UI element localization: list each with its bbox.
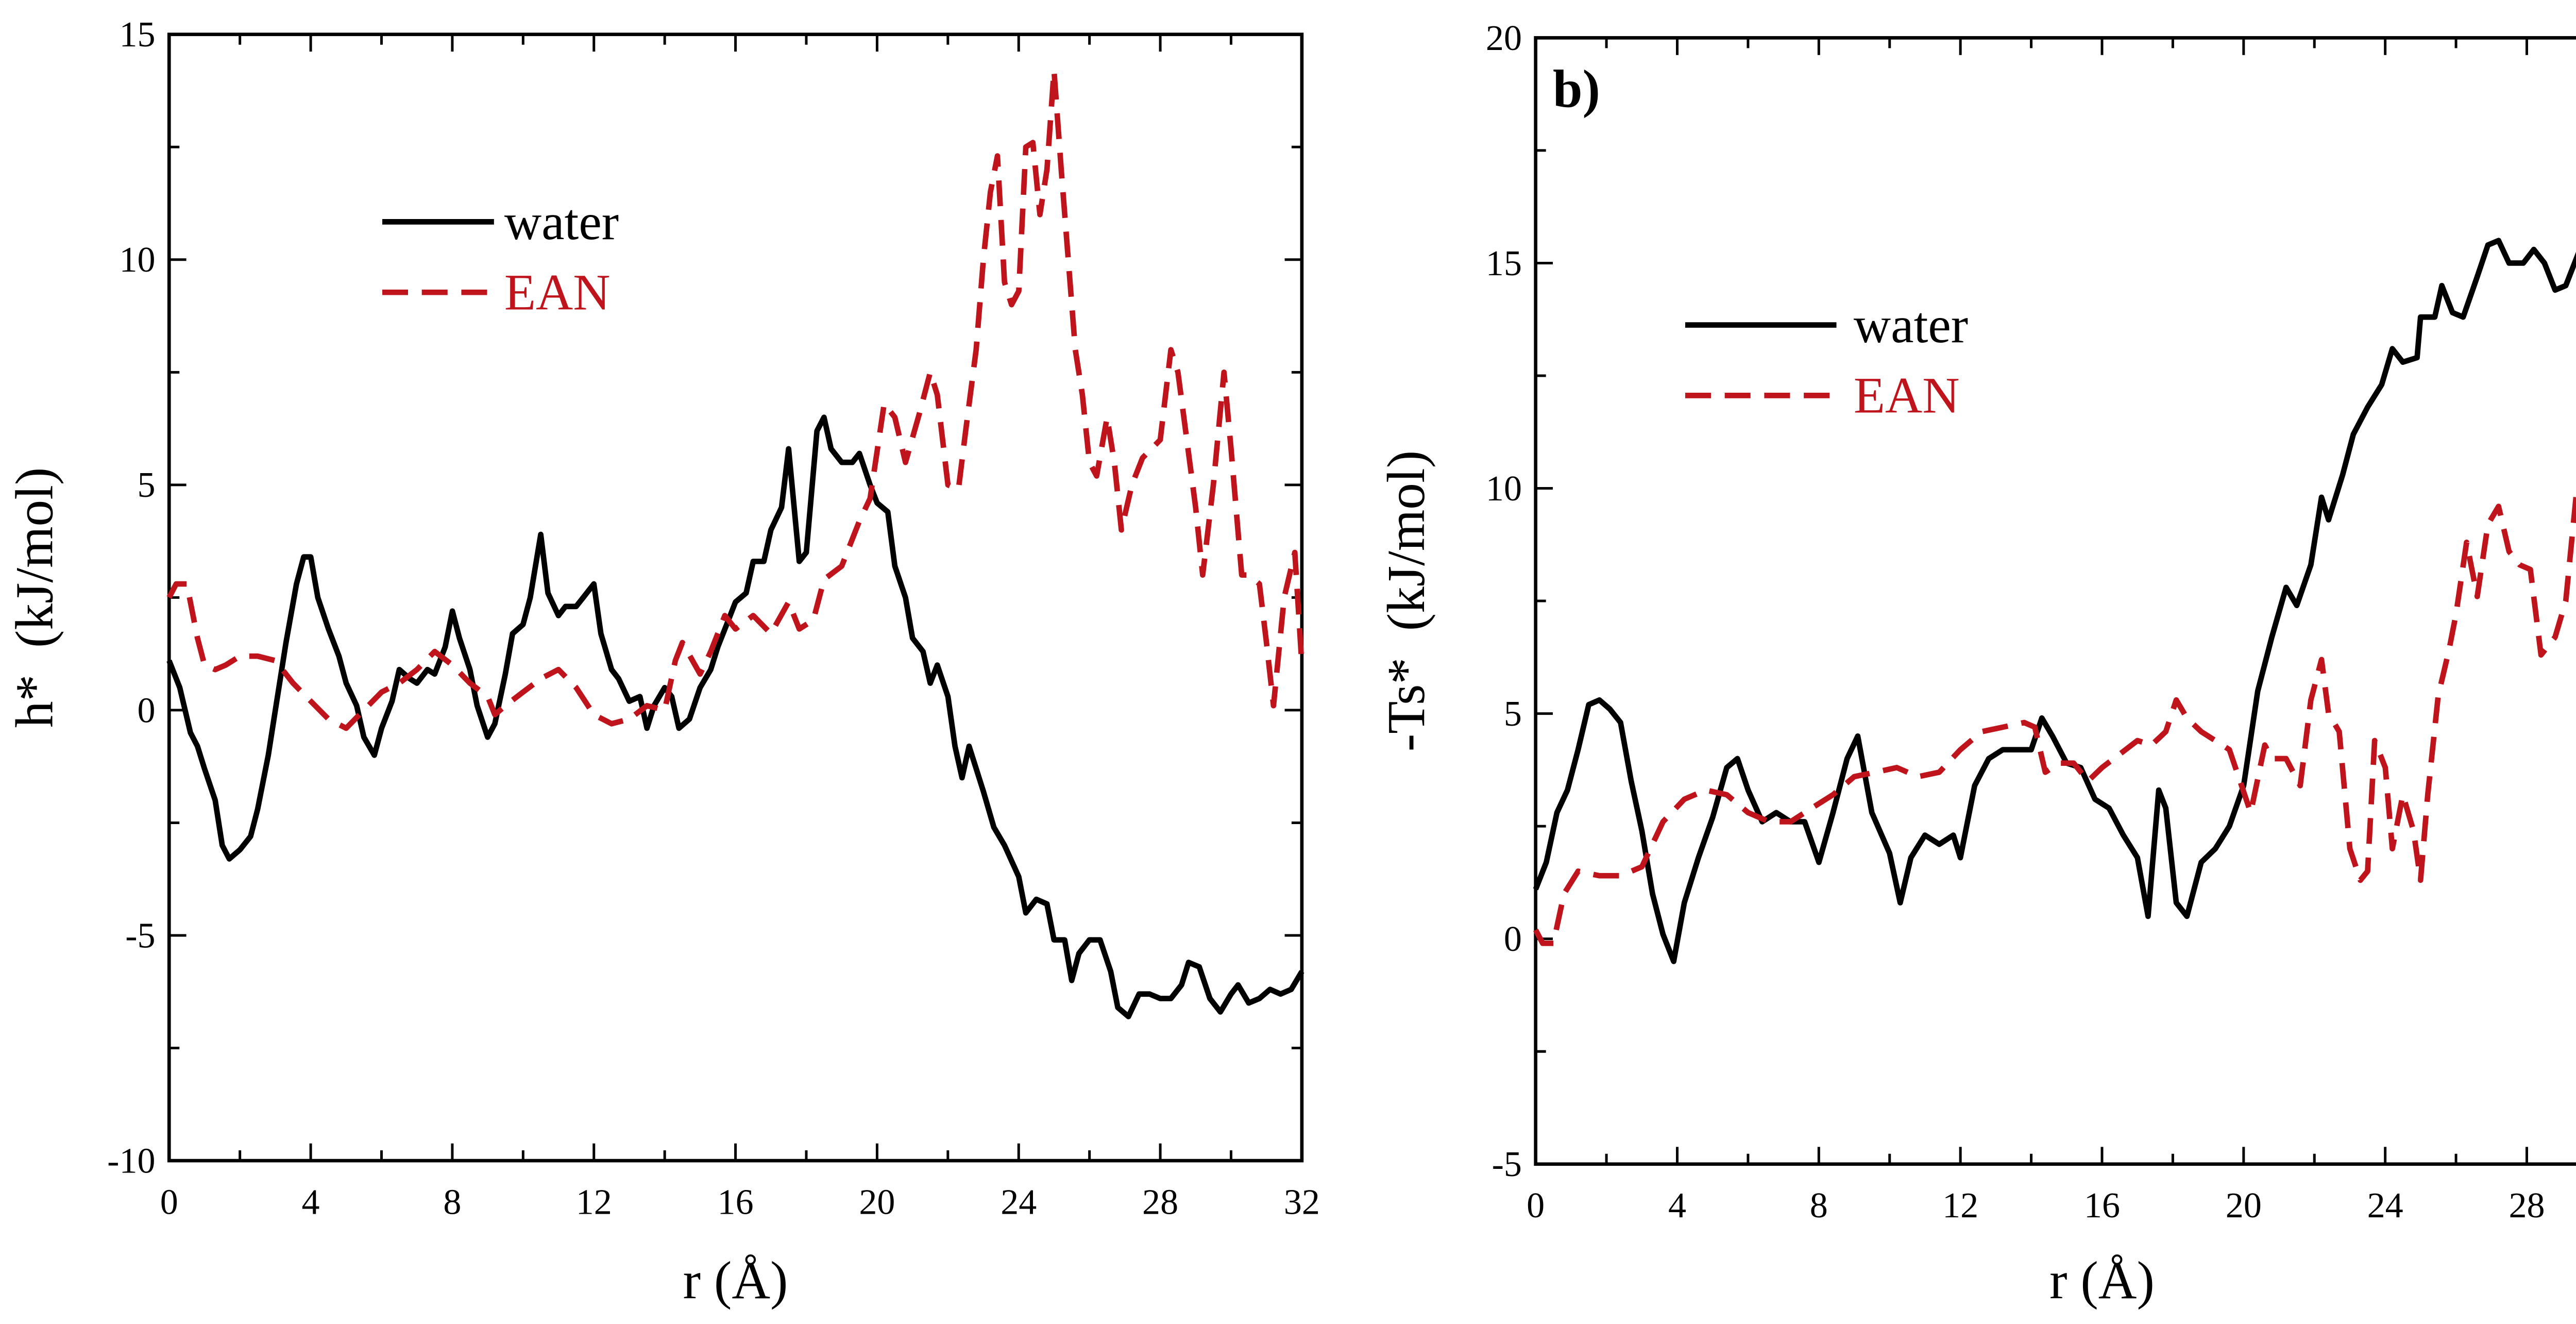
y-tick-label: -5 — [1492, 1145, 1522, 1184]
series-line-water — [166, 414, 1304, 1019]
y-tick-label: -10 — [107, 1141, 155, 1181]
y-tick-label: 15 — [1486, 244, 1522, 283]
x-tick-label: 20 — [859, 1182, 895, 1222]
y-tick-label: 5 — [138, 465, 156, 505]
x-tick-label: 12 — [576, 1182, 612, 1222]
x-tick-label: 28 — [2509, 1186, 2545, 1226]
y-tick-label: -5 — [125, 916, 155, 956]
x-axis-label: r (Å) — [683, 1251, 788, 1310]
y-tick-label: 0 — [138, 691, 156, 730]
x-tick-label: 20 — [2226, 1186, 2262, 1226]
y-tick-label: 20 — [1486, 19, 1522, 58]
x-tick-label: 8 — [1810, 1186, 1828, 1226]
x-tick-label: 0 — [1527, 1186, 1545, 1226]
y-axis-label: h* (kJ/mol) — [5, 467, 64, 728]
y-tick-label: 0 — [1504, 919, 1522, 959]
series-line-ean — [166, 68, 1305, 731]
panel-label: b) — [1553, 60, 1600, 119]
x-tick-label: 24 — [1001, 1182, 1037, 1222]
series-line-water — [1533, 238, 2576, 964]
x-axis-label: r (Å) — [2049, 1251, 2155, 1310]
x-tick-label: 32 — [1284, 1182, 1320, 1222]
legend-label-water: water — [1854, 296, 1968, 354]
legend-label-ean: EAN — [1854, 367, 1960, 424]
y-tick-label: 15 — [120, 15, 156, 55]
series-line-ean — [1533, 490, 2576, 946]
x-tick-label: 16 — [2084, 1186, 2120, 1226]
x-tick-label: 4 — [1668, 1186, 1686, 1226]
legend-label-ean: EAN — [504, 264, 611, 321]
plot-frame — [167, 32, 1304, 1163]
x-tick-label: 12 — [1942, 1186, 1978, 1226]
x-tick-label: 28 — [1142, 1182, 1178, 1222]
x-tick-label: 4 — [302, 1182, 320, 1222]
y-tick-label: 10 — [120, 240, 156, 280]
plot-frame — [1534, 36, 2576, 1166]
y-tick-label: 5 — [1504, 694, 1522, 734]
x-tick-label: 0 — [160, 1182, 178, 1222]
legend-label-water: water — [504, 193, 619, 250]
x-tick-label: 8 — [443, 1182, 461, 1222]
panel-a-h-star: 0 4 8 12 16 20 24 28 32 -10 -5 0 5 10 15 r (Å) h* (kJ/mo… — [5, 15, 1320, 1310]
x-tick-label: 16 — [718, 1182, 754, 1222]
y-tick-label: 10 — [1486, 469, 1522, 509]
y-axis-label: -Ts* (kJ/mol) — [1377, 450, 1436, 751]
x-tick-label: 24 — [2367, 1186, 2403, 1226]
